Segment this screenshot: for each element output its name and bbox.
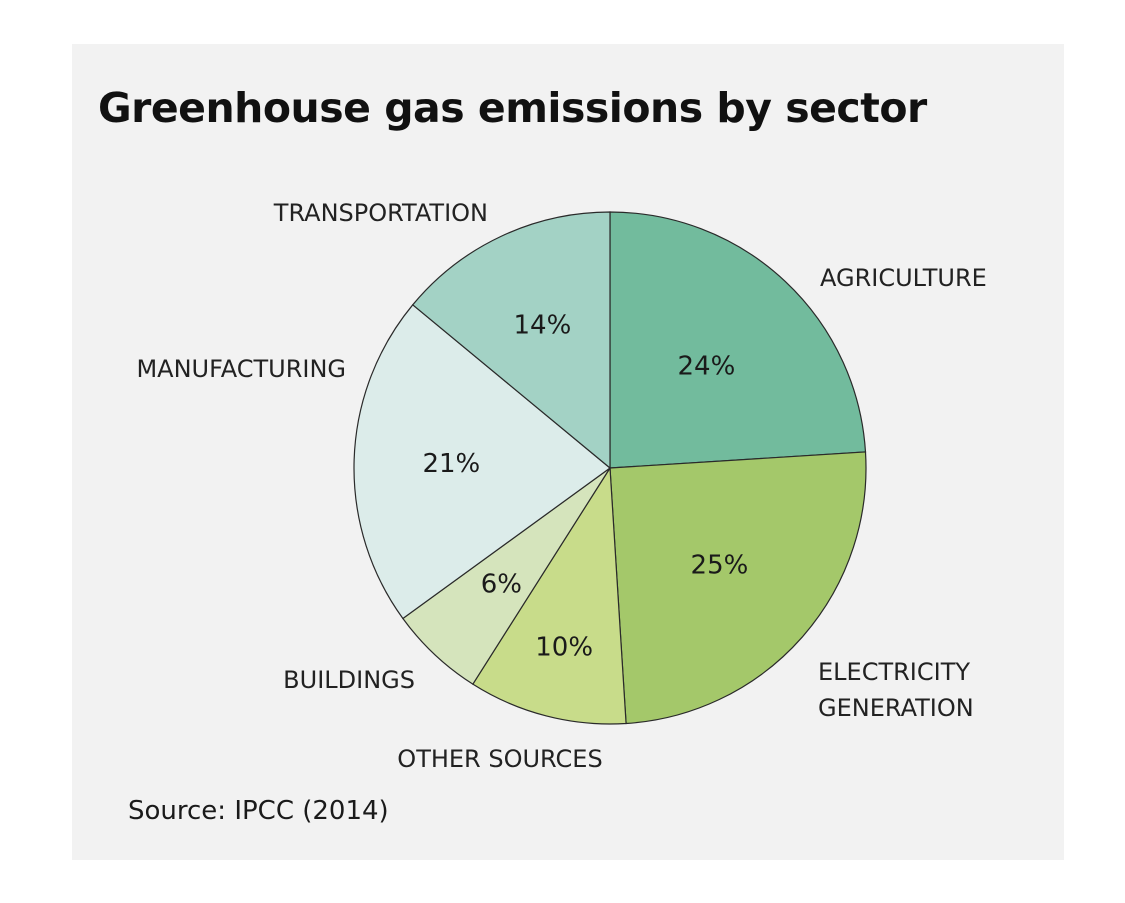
pie-category-label-transportation: TRANSPORTATION: [273, 199, 488, 227]
pie-category-label-agriculture: AGRICULTURE: [820, 264, 987, 292]
pie-slice-electricity-generation: [609, 451, 867, 725]
pie-value-label-buildings: 6%: [481, 570, 522, 600]
pie-category-label-electricity-generation: ELECTRICITY GENERATION: [818, 658, 974, 722]
pie-value-label-agriculture: 24%: [677, 351, 735, 381]
pie-value-label-transportation: 14%: [514, 310, 572, 340]
pie-value-label-other-sources: 10%: [535, 633, 593, 663]
pie-category-label-buildings: BUILDINGS: [283, 666, 415, 694]
pie-category-label-other-sources: OTHER SOURCES: [397, 745, 602, 773]
pie-slice-agriculture: [609, 211, 867, 469]
chart-title: Greenhouse gas emissions by sector: [98, 84, 927, 132]
pie-slice-transportation: [411, 211, 611, 470]
pie-value-label-manufacturing: 21%: [422, 449, 480, 479]
pie-category-label-manufacturing: MANUFACTURING: [136, 355, 346, 383]
chart-source: Source: IPCC (2014): [128, 796, 389, 826]
pie-slice-other-sources: [471, 466, 627, 725]
pie-value-label-electricity-generation: 25%: [691, 550, 749, 580]
pie-slice-manufacturing: [353, 303, 611, 620]
